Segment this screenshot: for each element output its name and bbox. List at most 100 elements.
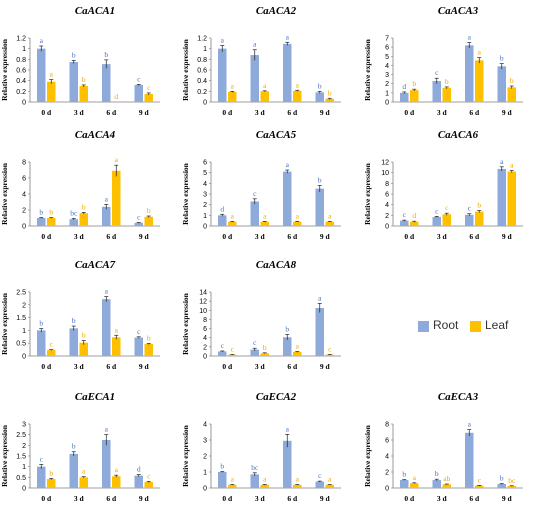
y-tick-label: 0.2 — [197, 89, 207, 96]
y-tick-label: 3 — [385, 72, 389, 79]
significance-label: a — [105, 194, 109, 203]
panel-title: CaACA4 — [75, 129, 116, 141]
x-tick-label: 3 d — [255, 108, 266, 117]
y-tick-label: 0.4 — [197, 78, 207, 85]
bar-root — [432, 216, 441, 226]
y-tick-label: 0.5 — [16, 475, 26, 482]
bar-root — [134, 222, 143, 226]
y-tick-label: 0.8 — [197, 57, 207, 64]
y-axis-label: Relative expression — [0, 424, 9, 487]
bar-root — [315, 481, 324, 488]
panel-CaECA1: CaECA1 Relative expression 0 0.5 1 1.5 2 2.5 3 0 … — [0, 391, 160, 503]
significance-label: a — [263, 81, 267, 90]
y-axis-label: Relative expression — [181, 38, 190, 101]
significance-label: c — [137, 74, 141, 83]
x-tick-label: 6 d — [106, 232, 117, 241]
y-tick-label: 0 — [385, 224, 389, 231]
y-tick-label: 1.5 — [16, 315, 26, 322]
y-tick-label: 1.5 — [16, 454, 26, 461]
significance-label: b — [263, 343, 267, 352]
y-tick-label: 1 — [22, 464, 26, 471]
bar-leaf — [293, 90, 302, 102]
y-tick-label: 10 — [381, 170, 389, 177]
bar-root — [37, 330, 46, 356]
y-tick-label: 1 — [203, 46, 207, 53]
significance-label: a — [115, 155, 119, 164]
x-tick-label: 6 d — [469, 494, 480, 503]
bar-leaf — [475, 211, 484, 226]
bar-root — [497, 66, 506, 102]
significance-label: a — [115, 465, 119, 474]
significance-label: a — [105, 287, 109, 296]
y-tick-label: 4 — [385, 454, 389, 461]
significance-label: b — [147, 333, 151, 342]
y-tick-label: 2 — [385, 213, 389, 220]
significance-label: a — [318, 293, 322, 302]
significance-label: b — [412, 79, 416, 88]
x-tick-label: 6 d — [287, 108, 298, 117]
significance-label: c — [403, 210, 407, 219]
x-tick-label: 0 d — [41, 362, 52, 371]
significance-label: a — [221, 35, 225, 44]
significance-label: b — [39, 208, 43, 217]
bar-root — [283, 43, 292, 102]
bar-root — [69, 328, 78, 356]
y-tick-label: 8 — [385, 422, 389, 429]
significance-label: a — [328, 211, 332, 220]
y-tick-label: 4 — [203, 335, 207, 342]
y-tick-label: 10 — [199, 308, 207, 315]
bar-leaf — [47, 218, 56, 226]
y-tick-label: 2.5 — [16, 432, 26, 439]
y-tick-label: 6 — [22, 176, 26, 183]
y-tick-label: 0 — [22, 100, 26, 107]
significance-label: a — [510, 161, 514, 170]
x-tick-label: 6 d — [287, 362, 298, 371]
x-tick-label: 3 d — [437, 232, 448, 241]
x-tick-label: 9 d — [502, 494, 513, 503]
y-tick-label: 0.6 — [197, 68, 207, 75]
x-tick-label: 0 d — [222, 232, 233, 241]
y-axis-label: Relative expression — [0, 162, 9, 225]
significance-label: b — [104, 50, 108, 59]
y-tick-label: 1 — [22, 46, 26, 53]
x-tick-label: 9 d — [502, 108, 513, 117]
x-tick-label: 3 d — [74, 108, 85, 117]
significance-label: bc — [508, 476, 516, 485]
significance-label: c — [147, 471, 151, 480]
significance-label: b — [82, 75, 86, 84]
y-tick-label: 1.2 — [197, 36, 207, 43]
bar-leaf — [144, 343, 153, 356]
significance-label: d — [114, 92, 118, 101]
bar-root — [250, 474, 259, 488]
significance-label: c — [40, 455, 44, 464]
bar-leaf — [475, 485, 484, 488]
significance-label: a — [478, 48, 482, 57]
bar-root — [250, 55, 259, 102]
significance-label: c — [137, 212, 141, 221]
significance-label: c — [478, 475, 482, 484]
significance-label: b — [49, 208, 53, 217]
x-tick-label: 0 d — [222, 494, 233, 503]
bar-leaf — [293, 351, 302, 356]
y-tick-label: 1.2 — [16, 36, 26, 43]
y-tick-label: 0.8 — [16, 57, 26, 64]
x-tick-label: 9 d — [502, 232, 513, 241]
x-tick-label: 3 d — [74, 494, 85, 503]
bar-leaf — [260, 91, 269, 102]
significance-label: a — [296, 341, 300, 350]
y-axis-label: Relative expression — [181, 162, 190, 225]
significance-label: b — [402, 470, 406, 479]
bar-leaf — [79, 213, 88, 226]
bar-leaf — [47, 350, 56, 356]
y-tick-label: 0.2 — [16, 89, 26, 96]
y-tick-label: 1 — [203, 213, 207, 220]
significance-label: a — [286, 160, 290, 169]
significance-label: b — [72, 442, 76, 451]
y-tick-label: 0.6 — [16, 68, 26, 75]
significance-label: a — [468, 33, 472, 42]
y-tick-label: 0.5 — [16, 341, 26, 348]
y-tick-label: 4 — [203, 181, 207, 188]
